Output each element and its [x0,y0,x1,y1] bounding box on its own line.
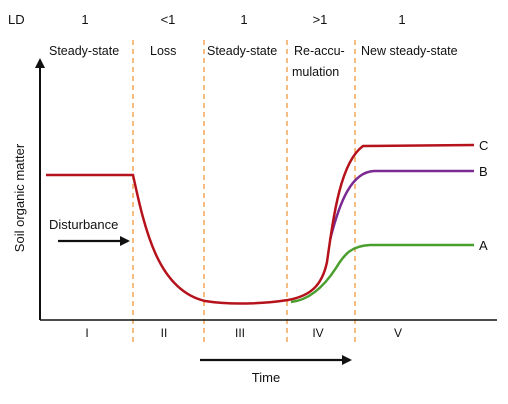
phase-numeral-4: IV [312,326,323,340]
disturbance-label: Disturbance [49,217,118,232]
curve-label-c: C [479,138,488,153]
ld-header-label: LD [8,12,25,27]
y-axis-label: Soil organic matter [12,143,27,252]
phase-name-steady-state: Steady-state [49,44,119,58]
phase-numeral-3: III [235,326,245,340]
curve-a [290,243,474,304]
phase-numeral-2: II [161,326,168,340]
curve-b [328,169,474,241]
ld-value-phase-1: 1 [81,12,88,27]
ld-value-phase-2: <1 [161,12,176,27]
phase-name-loss: Loss [150,44,176,58]
ld-value-phase-5: 1 [398,12,405,27]
phase-name-new-steady-state: New steady-state [361,44,458,58]
ld-value-phase-4: >1 [313,12,328,27]
phase-name-steady-state-2: Steady-state [207,44,277,58]
curve-c [46,143,475,305]
ld-value-phase-3: 1 [240,12,247,27]
phase-name-reaccumulation-line-1: Re-accu- [294,44,345,58]
x-axis-label: Time [252,370,280,385]
curve-label-b: B [479,164,488,179]
curve-label-a: A [479,238,488,253]
phase-numeral-1: I [85,326,88,340]
phase-numeral-5: V [394,326,402,340]
phase-name-reaccumulation-line-2: mulation [292,65,339,79]
